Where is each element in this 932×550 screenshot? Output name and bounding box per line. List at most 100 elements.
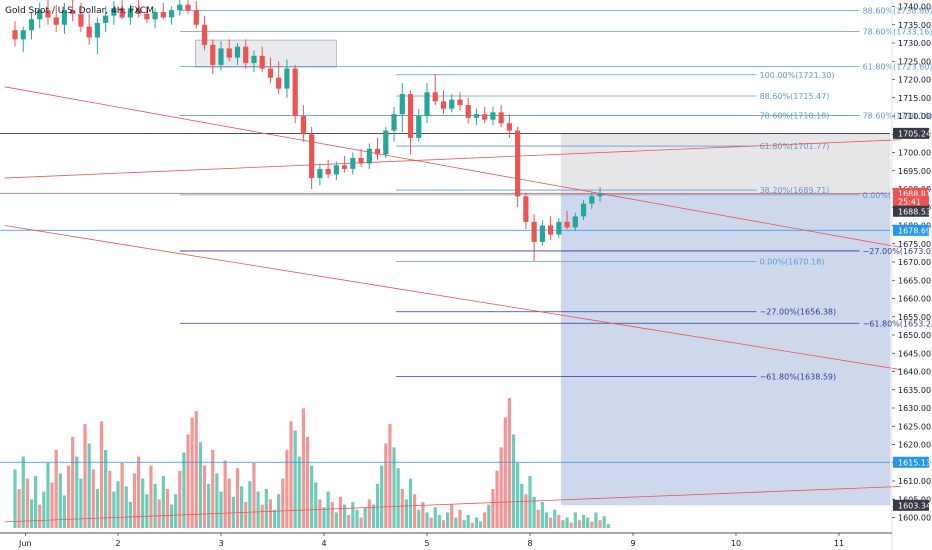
- volume-bar: [157, 499, 161, 528]
- volume-bar: [13, 469, 17, 528]
- candle-body: [103, 15, 109, 23]
- volume-bar: [441, 520, 446, 528]
- fib-label-2: 61.80%(1723.60): [863, 62, 932, 71]
- volume-bar: [524, 494, 528, 528]
- volume-bar: [29, 499, 34, 528]
- candle: [383, 126, 389, 158]
- candle-body: [177, 4, 183, 11]
- volume-bar: [248, 481, 252, 528]
- time-axis[interactable]: Jun 2 3 4 5 8 9 10 11: [0, 532, 892, 548]
- candle: [284, 59, 290, 98]
- candle: [539, 220, 545, 246]
- candle-body: [350, 157, 356, 169]
- volume-bar: [301, 408, 305, 528]
- price-tag-box: [893, 205, 929, 217]
- volume-bar: [194, 411, 198, 528]
- price-tag-label: 1705.24: [898, 129, 931, 138]
- candle: [440, 90, 447, 115]
- price-tick-label: 1645.00: [898, 349, 931, 358]
- price-tick-label: 1740.00: [898, 3, 931, 12]
- volume-bar: [161, 476, 165, 528]
- volume-bar: [34, 476, 38, 528]
- price-tick-label: 1700.00: [898, 149, 931, 158]
- candle-body: [168, 10, 175, 18]
- price-tick-label: 1670.00: [898, 258, 931, 267]
- candle-body: [531, 221, 537, 242]
- volume-bars: [13, 398, 610, 528]
- volume-bar: [520, 483, 524, 528]
- volume-bar: [581, 515, 586, 528]
- volume-bar: [227, 478, 231, 528]
- candle: [317, 163, 323, 186]
- zone-2: [560, 193, 891, 506]
- volume-bar: [42, 491, 46, 528]
- candle: [473, 108, 480, 126]
- candle: [374, 137, 381, 160]
- candle: [515, 126, 521, 208]
- volume-bar: [50, 482, 54, 528]
- candle: [201, 15, 208, 51]
- candle-body: [136, 8, 142, 14]
- zone-0: [194, 39, 337, 68]
- volume-bar: [450, 504, 454, 528]
- candle-body: [267, 68, 274, 78]
- price-tag-label: 1678.69: [898, 226, 931, 235]
- volume-bar: [408, 478, 413, 528]
- price-tick-label: 1625.00: [898, 422, 931, 431]
- volume-bar: [264, 489, 268, 528]
- volume-bar: [235, 468, 240, 528]
- volume-bar: [499, 447, 503, 528]
- volume-bar: [334, 512, 338, 528]
- volume-bar: [553, 509, 557, 528]
- volume-bar: [153, 483, 157, 528]
- candle: [333, 161, 339, 180]
- price-tick-label: 1605.00: [898, 495, 931, 504]
- time-tick-label: 10: [731, 539, 741, 548]
- price-tick-label: 1610.00: [898, 477, 931, 486]
- time-tick-label: Jun: [18, 539, 32, 548]
- volume-bar: [310, 465, 314, 528]
- candle: [136, 0, 142, 18]
- candle-body: [449, 99, 455, 109]
- candle: [61, 2, 68, 34]
- trend-line-2: [4, 139, 901, 179]
- fib-label-1: 78.60%(1733.16): [863, 27, 932, 36]
- fib-label-8: 38.20%(1689.71): [760, 186, 830, 195]
- volume-bar: [198, 442, 202, 528]
- candle-body: [597, 193, 603, 197]
- trend-line-0: [4, 86, 901, 248]
- candle-body: [37, 10, 43, 20]
- volume-bar: [62, 495, 67, 528]
- candle-body: [61, 10, 68, 25]
- volume-bar: [21, 456, 25, 528]
- volume-bar: [425, 512, 429, 528]
- candle-body: [440, 101, 447, 109]
- volume-bar: [289, 421, 293, 528]
- price-tick-label: 1730.00: [898, 39, 931, 48]
- volume-bar: [46, 463, 50, 528]
- volume-bar: [108, 470, 112, 528]
- candle-body: [342, 165, 348, 169]
- chart-title: Gold Spot / U.S. Dollar, 4H, FXCM: [5, 6, 154, 16]
- candle: [457, 92, 463, 111]
- volume-bar: [446, 512, 450, 528]
- price-tick-label: 1725.00: [898, 57, 931, 66]
- candle: [350, 152, 356, 175]
- volume-bar: [268, 499, 273, 528]
- volume-bar: [75, 456, 79, 528]
- candle: [144, 6, 150, 23]
- candle-body: [127, 8, 133, 18]
- volume-bar: [586, 517, 590, 528]
- volume-bar: [363, 507, 367, 528]
- volume-bar: [454, 517, 458, 528]
- candle: [342, 156, 348, 173]
- candle: [597, 187, 603, 202]
- time-tick-label: 9: [630, 539, 635, 548]
- volume-bar: [380, 465, 384, 528]
- candle-body: [78, 13, 84, 27]
- volume-bar: [557, 515, 561, 528]
- candle: [325, 159, 331, 179]
- fib-label-12: −27.00%(1656.38): [760, 308, 837, 317]
- candle-body: [391, 114, 397, 131]
